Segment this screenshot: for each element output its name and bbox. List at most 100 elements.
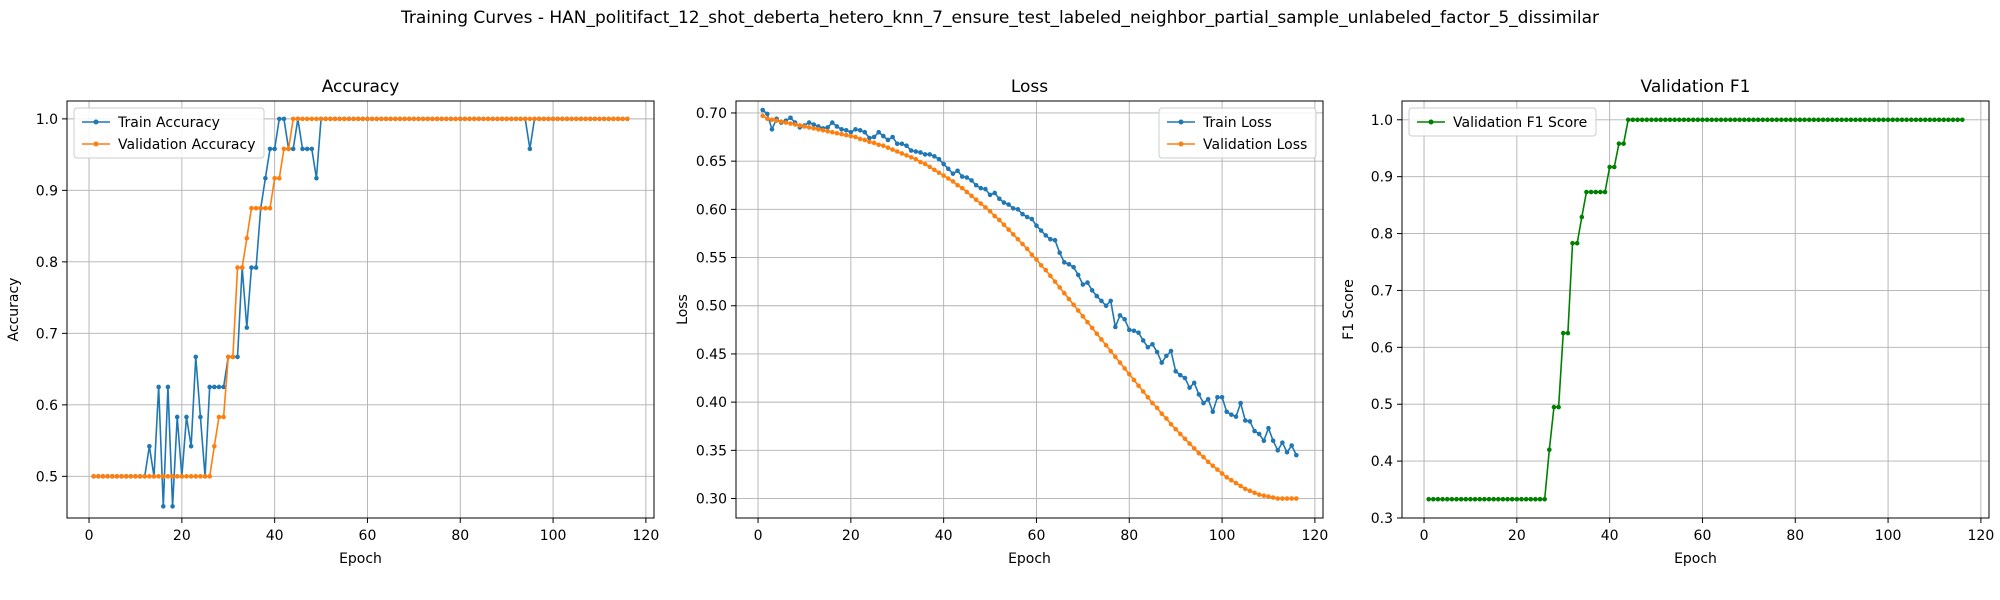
data-point	[1797, 117, 1803, 123]
data-point	[276, 175, 282, 181]
data-point	[1210, 409, 1216, 415]
data-point	[583, 116, 588, 122]
data-point	[1252, 490, 1257, 496]
data-point	[471, 116, 477, 122]
data-point	[1020, 211, 1025, 217]
data-point	[295, 116, 301, 122]
x-tick-label: 20	[842, 528, 860, 544]
data-point	[1238, 400, 1243, 406]
data-point	[1215, 467, 1220, 472]
x-tick-label: 100	[540, 528, 567, 544]
data-point	[1001, 200, 1007, 205]
data-point	[1862, 117, 1868, 123]
data-point	[527, 146, 533, 152]
data-point	[1960, 117, 1965, 123]
data-point	[1094, 331, 1100, 336]
chart-title: Loss	[1011, 77, 1048, 97]
data-point	[1187, 441, 1192, 446]
data-point	[379, 116, 384, 122]
data-point	[267, 146, 273, 152]
data-point	[760, 113, 765, 119]
data-point	[485, 116, 491, 122]
data-point	[769, 127, 775, 132]
data-point	[955, 168, 960, 174]
data-point	[156, 384, 161, 390]
data-point	[230, 354, 236, 360]
data-point	[1085, 280, 1090, 285]
data-point	[212, 384, 217, 390]
data-point	[1681, 117, 1687, 123]
data-point	[1164, 353, 1169, 359]
data-point	[406, 116, 412, 122]
data-point	[811, 122, 817, 127]
data-point	[913, 156, 919, 162]
data-point	[416, 116, 421, 122]
data-point	[1570, 240, 1575, 246]
data-point	[1187, 385, 1192, 390]
data-point	[1238, 483, 1243, 489]
data-point	[133, 474, 138, 479]
data-point	[170, 504, 175, 509]
data-point	[1556, 404, 1561, 410]
data-point	[1071, 302, 1076, 308]
data-point	[1630, 117, 1636, 123]
y-tick-label: 0.60	[696, 202, 727, 218]
data-point	[1233, 414, 1239, 419]
x-tick-label: 0	[85, 528, 94, 544]
data-point	[425, 116, 431, 122]
data-point	[1075, 308, 1081, 313]
data-point	[1834, 117, 1840, 123]
data-point	[829, 129, 835, 135]
data-point	[1140, 338, 1146, 343]
data-point	[147, 444, 152, 449]
data-point	[1266, 494, 1271, 499]
data-point	[1294, 496, 1299, 501]
data-point	[1289, 443, 1294, 448]
data-point	[1242, 486, 1248, 492]
data-point	[411, 116, 417, 122]
data-point	[1052, 279, 1058, 284]
data-point	[765, 111, 770, 117]
data-point	[1644, 117, 1650, 123]
data-point	[476, 116, 482, 122]
data-point	[932, 154, 937, 159]
data-point	[908, 148, 914, 153]
data-point	[825, 128, 830, 134]
data-point	[1690, 117, 1696, 123]
x-axis-label: Epoch	[1674, 551, 1717, 567]
data-point	[509, 116, 514, 122]
data-point	[123, 474, 129, 479]
data-point	[518, 116, 523, 122]
data-point	[276, 116, 282, 122]
data-point	[1108, 298, 1114, 304]
data-point	[360, 116, 366, 122]
data-point	[1695, 117, 1701, 123]
data-point	[249, 205, 254, 211]
data-point	[388, 116, 393, 122]
data-point	[1788, 117, 1793, 123]
data-point	[894, 141, 900, 147]
data-point	[137, 474, 143, 479]
data-point	[546, 116, 551, 122]
data-point	[1205, 396, 1211, 402]
data-point	[936, 170, 942, 176]
data-point	[945, 176, 951, 181]
data-point	[114, 474, 120, 479]
data-point	[1062, 290, 1067, 296]
data-point	[881, 133, 886, 139]
y-tick-label: 0.45	[696, 347, 727, 363]
legend-marker	[1178, 119, 1184, 125]
data-point	[564, 116, 570, 122]
data-point	[1899, 117, 1905, 123]
data-point	[1001, 222, 1007, 228]
data-point	[908, 154, 914, 160]
x-tick-label: 120	[1968, 528, 1995, 544]
data-point	[1449, 496, 1455, 502]
data-point	[1830, 117, 1835, 123]
data-point	[179, 474, 185, 479]
data-point	[1908, 117, 1914, 123]
data-point	[555, 116, 561, 122]
data-point	[1266, 425, 1271, 431]
data-point	[1196, 450, 1202, 456]
data-point	[885, 145, 891, 150]
